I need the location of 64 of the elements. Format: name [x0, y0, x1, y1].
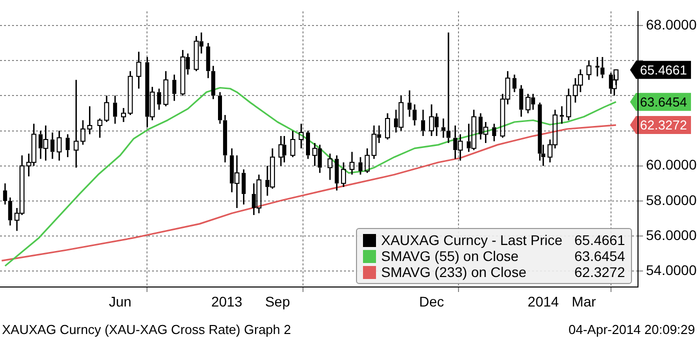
candlestick	[519, 84, 524, 118]
text: 62.3272	[574, 264, 625, 280]
candlestick	[334, 154, 339, 192]
candlestick	[492, 123, 496, 142]
text: 65.4661	[574, 232, 625, 248]
candlestick	[471, 109, 476, 151]
candlestick	[290, 130, 296, 158]
candlestick	[50, 132, 54, 160]
x-tick-label: Dec	[419, 293, 444, 310]
candlestick	[242, 168, 246, 206]
y-tick-label: 68.0000	[646, 16, 697, 32]
candlestick	[66, 134, 70, 158]
x-tick-label: Sep	[265, 293, 290, 310]
x-tick-label: Jun	[108, 293, 132, 310]
candlestick	[3, 182, 8, 206]
candlestick	[364, 148, 370, 174]
candlestick	[74, 79, 79, 168]
y-tick-label: 58.0000	[646, 192, 697, 208]
candlestick	[421, 109, 426, 137]
candlestick	[441, 118, 446, 138]
x-tick-label: Mar	[572, 293, 596, 310]
candlestick	[270, 148, 275, 190]
legend-label: SMAVG (55) on Close	[381, 248, 519, 264]
legend-label: SMAVG (233) on Close	[381, 264, 526, 280]
candlestick	[234, 154, 240, 209]
candlestick	[206, 42, 210, 79]
candlestick	[136, 51, 142, 90]
candlestick	[121, 107, 126, 123]
text: XAUXAG Curncy (XAU-XAG Cross Rate) Graph 2	[2, 322, 291, 337]
candlestick	[586, 60, 592, 81]
candlestick	[113, 94, 118, 124]
text: 04-Apr-2014 20:09:29	[568, 322, 695, 337]
candlestick	[600, 56, 604, 79]
candlestick	[446, 32, 450, 144]
candlestick	[128, 70, 133, 116]
candlestick	[566, 88, 572, 121]
candlestick	[256, 174, 262, 214]
candlestick	[8, 196, 12, 226]
candlestick	[163, 70, 168, 107]
candlestick	[278, 135, 284, 167]
y-tick-label: 56.0000	[646, 226, 697, 243]
y-tick-label: 60.0000	[646, 156, 697, 173]
candlestick	[412, 104, 417, 126]
candlestick	[408, 90, 412, 118]
candlestick	[298, 123, 304, 150]
candlestick	[172, 74, 176, 102]
data-label: 63.6454	[640, 94, 687, 110]
candlestick	[282, 135, 286, 164]
candlestick	[429, 104, 434, 137]
candlestick	[223, 114, 228, 164]
candlestick	[56, 130, 62, 162]
data-label: 62.3272	[640, 118, 687, 133]
x-tick-label: 2014	[528, 293, 560, 310]
candlestick	[350, 151, 354, 176]
x-tick-label: 2013	[211, 293, 243, 310]
candlestick	[157, 88, 162, 110]
candlestick	[211, 65, 216, 100]
legend-label: XAUXAG Curncy - Last Price	[381, 232, 562, 248]
candlestick	[612, 74, 617, 96]
text: 65.4661	[640, 62, 687, 78]
y-tick-label: 54.0000	[646, 262, 697, 278]
candlestick	[341, 162, 346, 188]
text: 63.6454	[574, 248, 625, 264]
candlestick	[328, 152, 332, 181]
